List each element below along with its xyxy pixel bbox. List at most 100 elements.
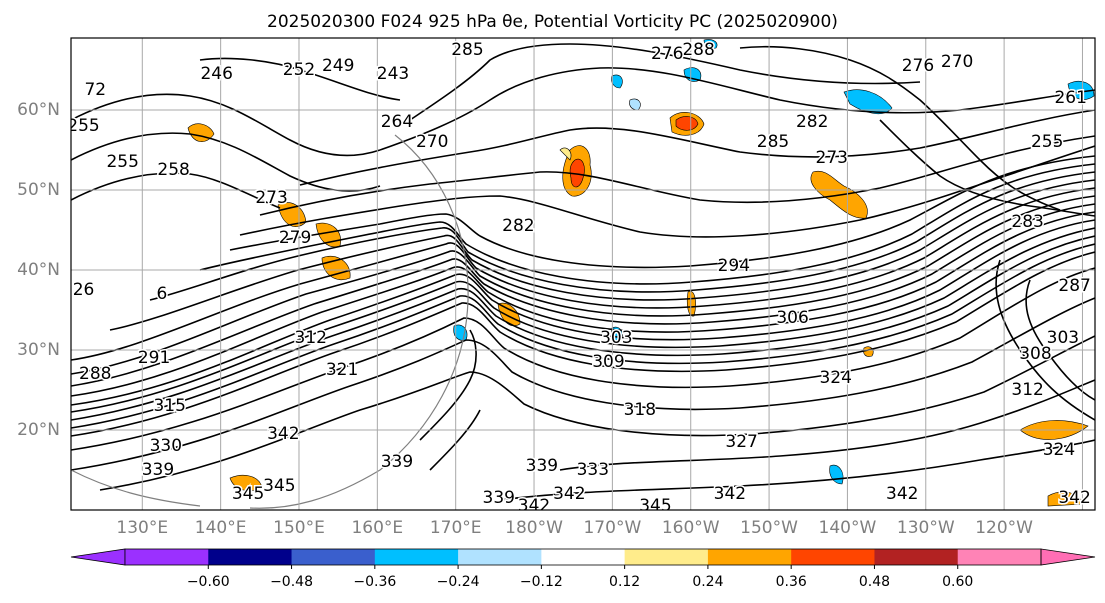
contour-label: 264 <box>381 112 413 132</box>
pv-anomaly <box>569 158 585 188</box>
contour-line <box>71 132 381 192</box>
longitude-label: 170°E <box>429 518 482 538</box>
contour-label: 345 <box>639 496 671 516</box>
contour-label: 342 <box>714 484 746 504</box>
pv-anomaly <box>559 147 572 161</box>
colorbar-bin <box>374 549 459 565</box>
contour-line <box>71 297 1095 471</box>
colorbar-bin <box>208 549 293 565</box>
contour-line <box>299 109 1095 186</box>
contour-label: 252 <box>283 60 315 80</box>
contour-label: 294 <box>718 256 750 276</box>
latitude-label: 40°N <box>17 260 60 280</box>
map-title: 2025020300 F024 925 hPa θe, Potential Vo… <box>267 12 838 32</box>
contour-line <box>71 235 1095 421</box>
colorbar-bin <box>874 549 959 565</box>
colorbar-tick-label: 0.36 <box>775 574 807 590</box>
contour-label: 309 <box>592 352 624 372</box>
contour-label: 273 <box>816 148 848 168</box>
contour-label: 249 <box>322 56 354 76</box>
colorbar-bin <box>125 549 209 565</box>
contour-label: 255 <box>67 116 99 136</box>
contour-label: 261 <box>1054 88 1086 108</box>
contour-label: 306 <box>776 308 808 328</box>
circle-arc <box>71 469 201 507</box>
contour-line <box>409 43 921 121</box>
contour-label: 243 <box>377 64 409 84</box>
contour-label: 288 <box>79 364 111 384</box>
map-frame <box>70 37 1096 511</box>
contour-label: 283 <box>1011 212 1043 232</box>
contour-label: 276 <box>651 44 683 64</box>
contour-label: 339 <box>526 456 558 476</box>
contour-label: 342 <box>553 484 585 504</box>
contour-line <box>229 155 1095 269</box>
contour-line <box>71 195 1095 375</box>
pv-anomaly <box>703 39 718 49</box>
pv-anomaly <box>843 89 893 115</box>
colorbar-tick-label: −0.60 <box>186 574 230 590</box>
colorbar-tick-label: 0.12 <box>609 574 641 590</box>
contour-label: 291 <box>138 348 170 368</box>
contour-line <box>199 57 401 101</box>
latitude-label: 20°N <box>17 420 60 440</box>
contour-label: 276 <box>902 56 934 76</box>
contour-line <box>499 439 1095 501</box>
colorbar-bin <box>707 549 792 565</box>
pv-anomaly <box>497 302 521 326</box>
contour-label: 282 <box>502 216 534 236</box>
colorbar-tick-label: 0.60 <box>942 574 974 590</box>
colorbar-bin <box>791 549 875 565</box>
latitude-label: 50°N <box>17 180 60 200</box>
contour-label: 303 <box>600 328 632 348</box>
contour-label: 246 <box>200 64 232 84</box>
longitude-label: 140°W <box>818 518 877 538</box>
longitude-label: 140°E <box>194 518 247 538</box>
contour-label: 288 <box>682 40 714 60</box>
contour-label: 255 <box>1031 132 1063 152</box>
contour-label: 303 <box>1047 328 1079 348</box>
contour-line <box>739 45 1061 211</box>
longitude-label: 160°W <box>661 518 720 538</box>
contour-line <box>259 135 1095 216</box>
contour-label: 324 <box>1043 440 1075 460</box>
colorbar-tick-label: −0.36 <box>353 574 397 590</box>
contour-line <box>71 243 1095 429</box>
contour-label: 315 <box>153 396 185 416</box>
latitude-label: 60°N <box>17 100 60 120</box>
contour-label: 342 <box>267 424 299 444</box>
colorbar-ticks <box>207 565 959 569</box>
colorbar-frame <box>124 548 1042 566</box>
colorbar-tick-label: 0.24 <box>692 574 724 590</box>
contour-line <box>71 251 1095 437</box>
longitude-label: 150°W <box>740 518 798 538</box>
colorbar-bin <box>624 549 709 565</box>
contour-line <box>379 67 1095 151</box>
contour-line <box>71 203 1095 387</box>
contour-label: 282 <box>796 112 828 132</box>
contour-label: 339 <box>142 460 174 480</box>
colorbar-tick-label: 0.48 <box>858 574 891 590</box>
colorbar-bin <box>291 549 376 565</box>
colorbar-tick-label: −0.12 <box>519 574 563 590</box>
contour-label: 339 <box>381 452 413 472</box>
contour-label: 270 <box>416 132 448 152</box>
contour-line <box>199 163 1095 285</box>
contour-label: 345 <box>263 476 295 496</box>
contour-label: 270 <box>941 52 973 72</box>
contour-label: 26 <box>73 280 95 300</box>
colorbar-extend-high <box>1040 548 1096 566</box>
contour-line <box>71 219 1095 406</box>
map-gridlines <box>71 38 1095 510</box>
contour-label: 327 <box>725 432 757 452</box>
pv-anomaly <box>229 475 263 491</box>
contour-label: 72 <box>84 80 106 100</box>
colorbar-bin <box>541 549 626 565</box>
contour-label: 342 <box>1058 488 1090 508</box>
pv-anomaly <box>1047 491 1085 507</box>
pv-anomaly <box>675 116 699 131</box>
contour-label: 312 <box>1011 380 1043 400</box>
